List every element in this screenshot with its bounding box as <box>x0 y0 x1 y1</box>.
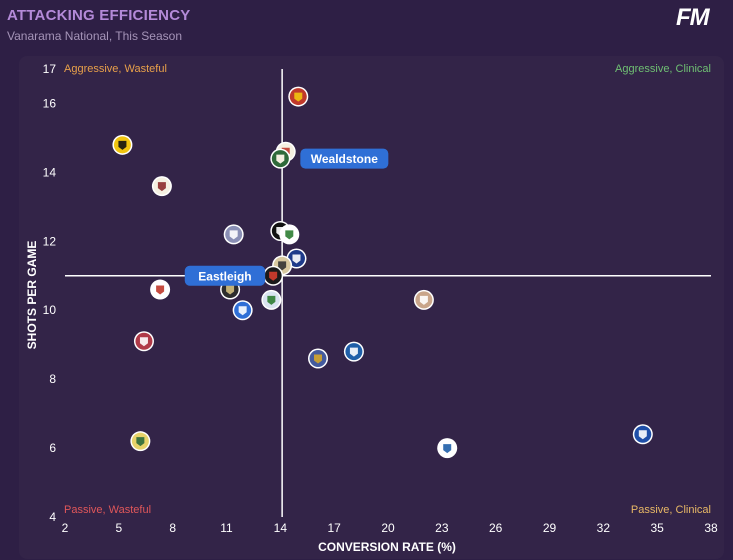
team-badge-point[interactable] <box>130 431 151 452</box>
y-tick-label: 8 <box>49 372 56 386</box>
y-axis-label: SHOTS PER GAME <box>25 241 39 350</box>
crest-icon <box>156 285 165 295</box>
y-tick-label: 10 <box>43 303 57 317</box>
highlighted-teams: Wealdstone Eastleigh <box>184 148 389 286</box>
team-label-pill <box>300 148 389 169</box>
team-badge-point[interactable] <box>151 176 172 197</box>
x-tick-label: 23 <box>435 521 449 535</box>
x-tick-label: 35 <box>650 521 664 535</box>
crest-icon <box>419 295 428 305</box>
quadrant-label-bottom-right: Passive, Clinical <box>631 504 711 516</box>
team-badge-point[interactable] <box>133 331 154 352</box>
x-tick-label: 17 <box>327 521 341 535</box>
chart-subtitle: Vanarama National, This Season <box>7 29 182 43</box>
crest-icon <box>294 92 303 102</box>
fm-logo: FM <box>676 4 710 31</box>
data-points <box>112 86 653 459</box>
x-tick-label: 14 <box>274 521 288 535</box>
team-badge-point[interactable] <box>279 224 300 245</box>
team-badge-point[interactable] <box>223 224 244 245</box>
crest-icon <box>443 444 452 454</box>
x-tick-label: 8 <box>169 521 176 535</box>
highlighted-team[interactable]: Wealdstone <box>270 148 389 169</box>
team-badge-point[interactable] <box>261 289 282 310</box>
team-badge-point[interactable] <box>112 134 133 155</box>
team-badge-point[interactable] <box>437 438 458 459</box>
team-label: Wealdstone <box>311 152 378 166</box>
crest-icon <box>638 430 647 440</box>
chart-title: ATTACKING EFFICIENCY <box>7 7 191 24</box>
crest-icon <box>292 254 301 264</box>
quadrant-label-top-left: Aggressive, Wasteful <box>64 63 167 75</box>
crest-icon <box>349 347 358 357</box>
team-badge-point[interactable] <box>632 424 653 445</box>
team-badge-point[interactable] <box>288 86 309 107</box>
crest-icon <box>285 230 294 240</box>
quadrant-label-bottom-left: Passive, Wasteful <box>64 504 151 516</box>
team-label: Eastleigh <box>198 269 251 283</box>
y-tick-label: 14 <box>43 165 57 179</box>
crest-icon <box>226 285 235 295</box>
x-axis-label: CONVERSION RATE (%) <box>318 540 456 554</box>
team-label-pill <box>184 265 266 286</box>
team-badge-point[interactable] <box>308 348 329 369</box>
x-tick-label: 20 <box>381 521 395 535</box>
chart-panel <box>19 56 724 559</box>
crest-icon <box>314 354 323 364</box>
crest-icon <box>238 306 247 316</box>
x-tick-label: 32 <box>597 521 611 535</box>
team-badge-point[interactable] <box>413 289 434 310</box>
y-tick-label: 4 <box>49 510 56 524</box>
x-tick-label: 5 <box>115 521 122 535</box>
team-badge-point[interactable] <box>343 341 364 362</box>
crest-icon <box>276 154 285 164</box>
x-axis-ticks: 2 5 8 11 14 17 20 23 26 29 32 35 38 <box>62 521 718 535</box>
x-tick-label: 2 <box>62 521 69 535</box>
x-tick-label: 29 <box>543 521 557 535</box>
crest-icon <box>139 337 148 347</box>
quadrant-labels: Aggressive, Wasteful Aggressive, Clinical… <box>64 63 711 516</box>
y-tick-label: 6 <box>49 441 56 455</box>
crest-icon <box>269 271 278 281</box>
crest-icon <box>118 140 127 150</box>
team-badge-point[interactable] <box>150 279 171 300</box>
x-tick-label: 11 <box>220 521 233 535</box>
crest-icon <box>157 182 166 192</box>
crest-icon <box>278 261 287 271</box>
crest-icon <box>136 437 145 447</box>
x-tick-label: 38 <box>704 521 718 535</box>
quadrant-label-top-right: Aggressive, Clinical <box>615 63 711 75</box>
y-tick-label: 12 <box>43 234 57 248</box>
y-tick-label: 17 <box>43 62 57 76</box>
team-badge-point[interactable] <box>232 300 253 321</box>
y-axis-ticks: 4 6 8 10 12 14 16 17 <box>43 62 57 524</box>
x-tick-label: 26 <box>489 521 503 535</box>
y-tick-label: 16 <box>43 96 57 110</box>
crest-icon <box>267 295 276 305</box>
highlighted-team[interactable]: Eastleigh <box>184 265 284 286</box>
crest-icon <box>229 230 238 240</box>
